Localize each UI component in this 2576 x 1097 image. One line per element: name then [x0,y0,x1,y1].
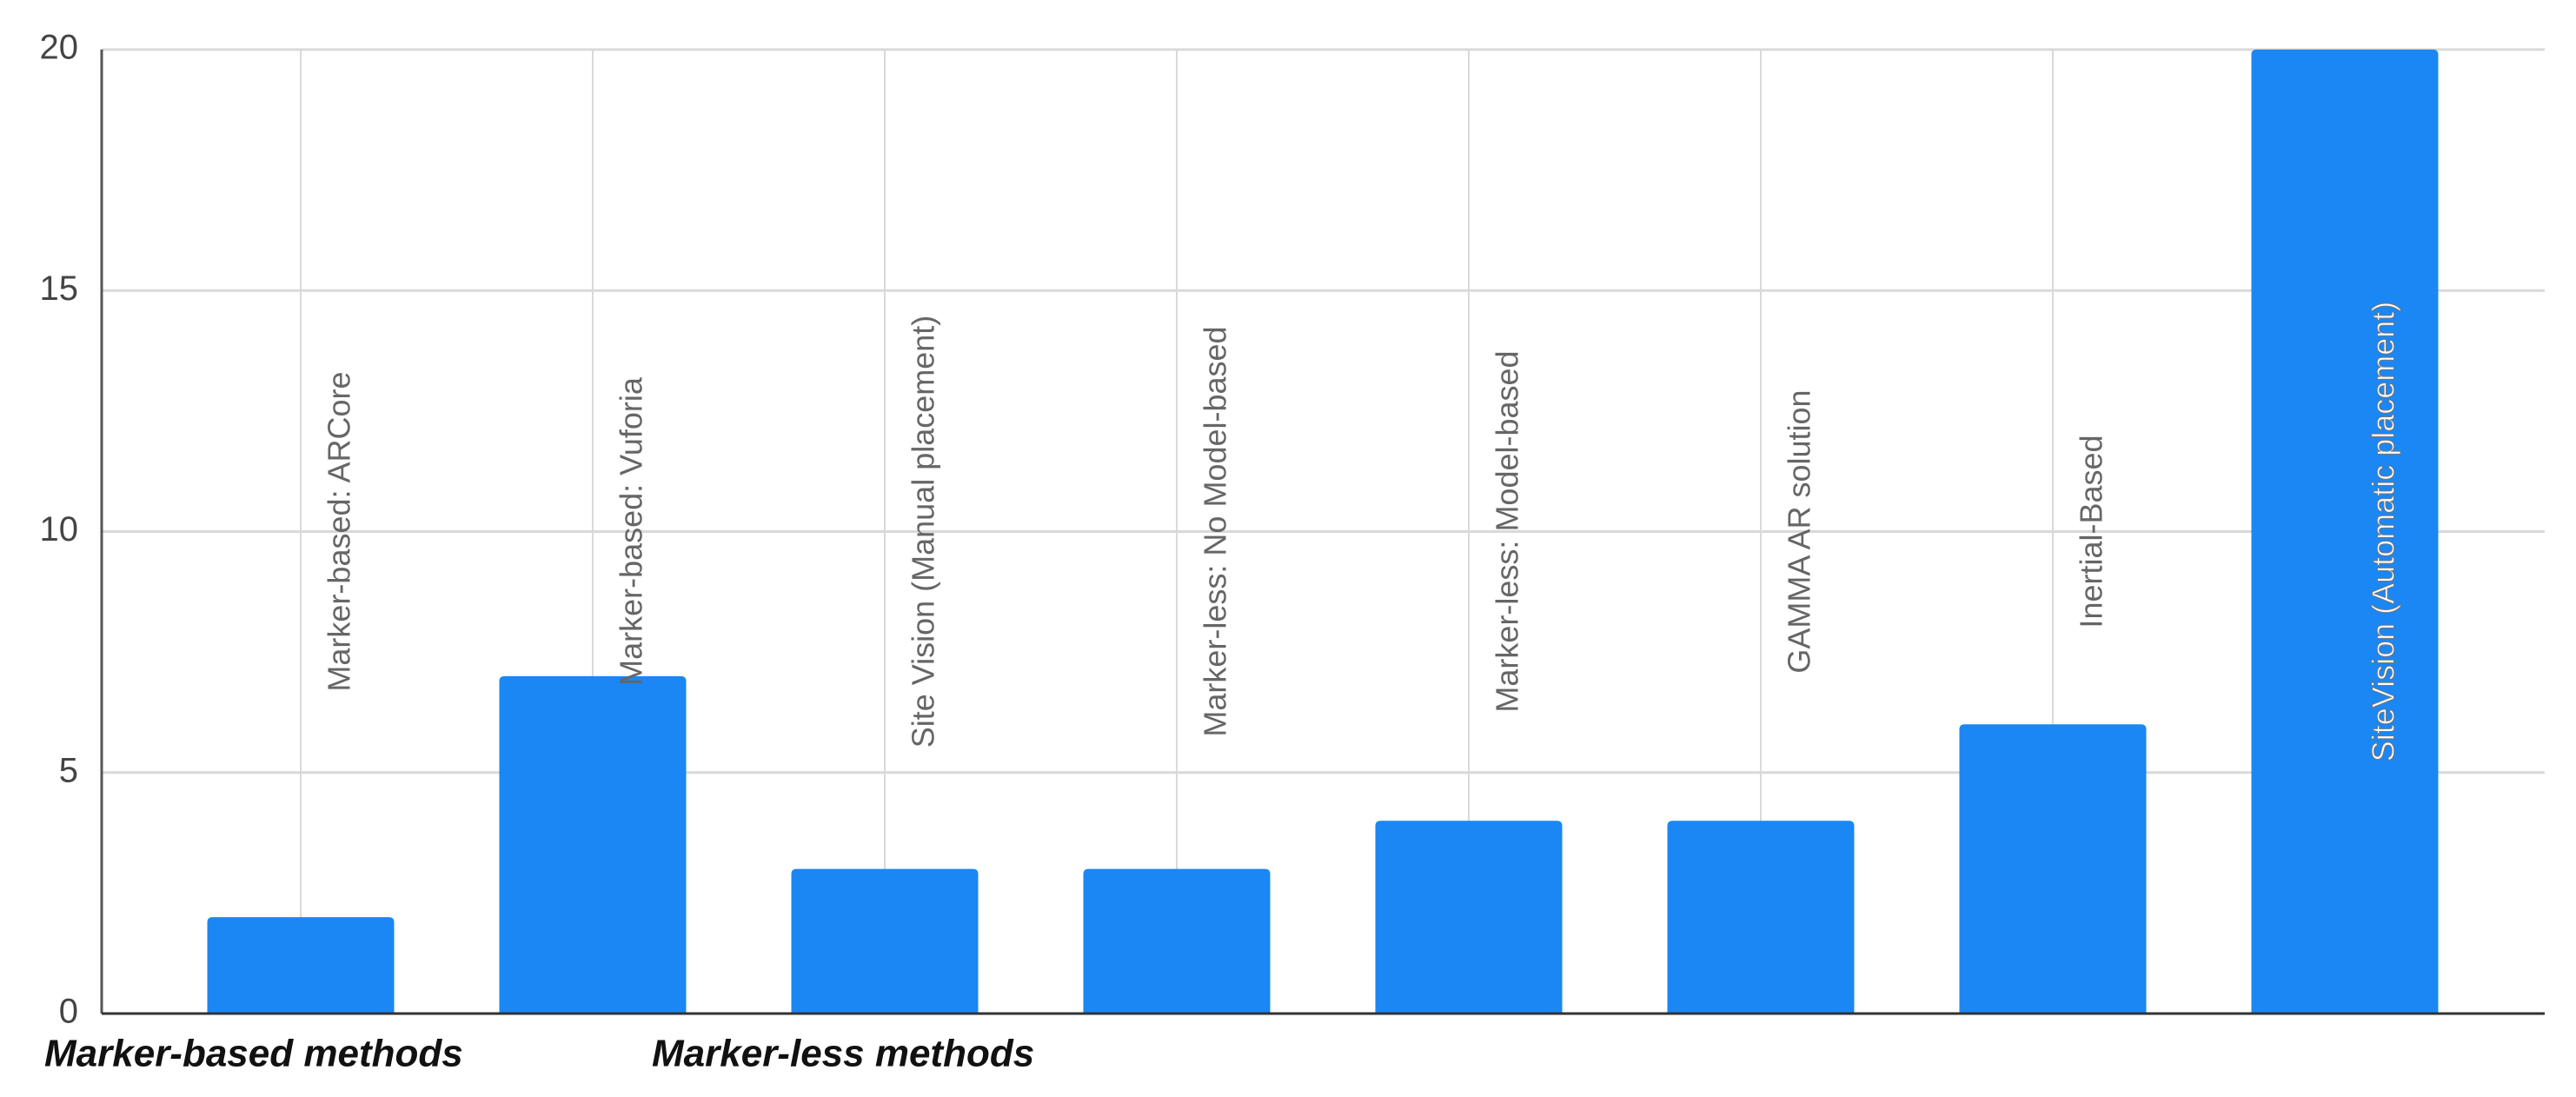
y-tick-label: 15 [40,269,79,308]
category-label: Marker-less: Model-based [1490,350,1525,712]
y-tick-label: 20 [40,29,79,67]
category-label: SiteVision (Automatic placement) [2366,302,2401,762]
y-tick-label: 0 [59,993,78,1031]
bar [1959,724,2147,1014]
group-annotation: Marker-less methods [652,1033,1034,1075]
bar [2251,50,2439,1014]
bar [1375,821,1563,1014]
category-label: Marker-based: Vuforia [614,376,649,686]
category-label: Inertial-Based [2074,435,2109,628]
y-tick-label: 10 [40,510,79,548]
bar [207,917,395,1014]
bar [1083,868,1271,1014]
bar [1667,821,1855,1014]
grid [102,48,2545,1015]
category-label: Marker-based: ARCore [322,371,357,691]
category-label: GAMMA AR solution [1782,389,1817,673]
bar [791,868,979,1014]
bar [499,675,687,1014]
group-annotation: Marker-based methods [44,1033,463,1075]
category-label: Site Vision (Manual placement) [906,316,941,748]
y-tick-label: 5 [59,751,78,789]
category-label: Marker-less: No Model-based [1198,326,1233,736]
